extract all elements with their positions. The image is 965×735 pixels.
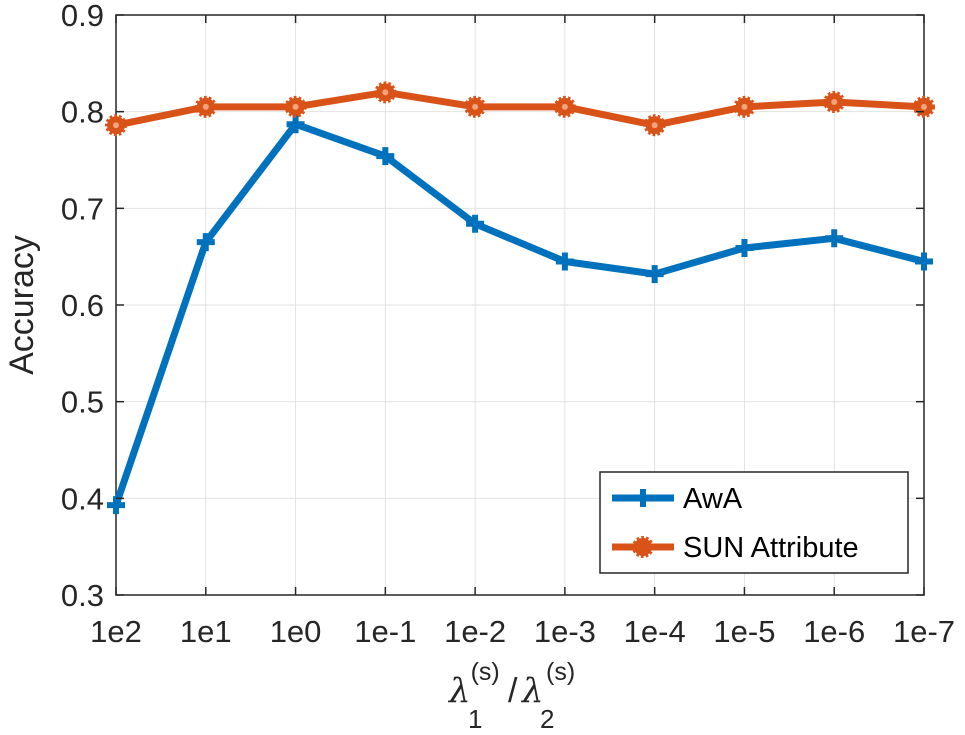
- y-tick-label: 0.3: [61, 578, 104, 613]
- series-line-awa: [112, 120, 925, 507]
- data-point-center-sun-attribute: [651, 122, 658, 129]
- data-point-awa: [915, 252, 933, 271]
- legend-marker-awa: [634, 489, 652, 507]
- data-point-awa: [376, 147, 395, 166]
- legend-box: [599, 471, 909, 574]
- x-tick-label: 1e-5: [713, 614, 775, 649]
- y-tick-label: 0.8: [61, 95, 104, 130]
- data-point-center-sun-attribute: [382, 89, 389, 96]
- series-line-sun-attribute: [115, 88, 925, 129]
- data-point-center-sun-attribute: [921, 103, 927, 110]
- x-title-sub-1: 1: [468, 704, 482, 734]
- data-point-awa: [286, 115, 305, 134]
- x-title-sub-2: 2: [540, 704, 554, 734]
- x-tick-label: 1e-6: [803, 614, 865, 649]
- x-tick-label: 1e-2: [444, 614, 506, 649]
- series-layer: [105, 81, 935, 515]
- x-title-slash: /: [508, 672, 518, 710]
- x-tick-label: 1e1: [180, 614, 232, 649]
- data-point-center-sun-attribute: [472, 103, 479, 110]
- data-point-awa: [735, 238, 754, 257]
- data-point-center-sun-attribute: [292, 103, 299, 110]
- data-point-center-sun-attribute: [741, 103, 748, 110]
- y-tick-label: 0.7: [61, 191, 104, 226]
- legend: AwA SUN Attribute: [599, 471, 909, 574]
- data-point-awa: [466, 214, 485, 233]
- x-tick-label: 1e-7: [893, 614, 955, 649]
- x-title-sup-2: (s): [546, 658, 575, 686]
- x-tick-label: 1e2: [90, 614, 142, 649]
- data-point-center-sun-attribute: [561, 103, 568, 110]
- data-point-awa: [555, 252, 574, 271]
- x-tick-label: 1e-4: [624, 614, 686, 649]
- legend-label-sun: SUN Attribute: [683, 532, 859, 564]
- legend-label-awa: AwA: [683, 483, 743, 515]
- y-tick-label: 0.6: [61, 288, 104, 323]
- x-title-lambda-2: λ: [520, 671, 544, 711]
- axis-ticks: 1e2 1e1 1e0 1e-1 1e-2 1e-3 1e-4 1e-5 1e-6 1e-7 0.3…: [61, 0, 955, 649]
- data-point-awa: [107, 496, 125, 515]
- data-point-center-sun-attribute: [113, 122, 119, 129]
- x-title-sup-1: (s): [471, 658, 500, 686]
- data-point-awa: [825, 229, 844, 248]
- x-tick-label: 1e-3: [534, 614, 596, 649]
- x-tick-label: 1e0: [270, 614, 322, 649]
- x-tick-label: 1e-1: [354, 614, 416, 649]
- grid: [116, 15, 924, 595]
- y-tick-label: 0.9: [61, 0, 104, 33]
- data-point-awa: [645, 265, 664, 284]
- data-point-center-sun-attribute: [831, 99, 838, 105]
- y-axis-title: Accuracy: [3, 235, 41, 375]
- y-tick-label: 0.4: [61, 481, 104, 516]
- data-point-awa: [196, 233, 215, 252]
- x-axis-title: λ(s) 1/λ(s) 2: [447, 658, 575, 734]
- data-point-center-sun-attribute: [202, 103, 209, 110]
- y-tick-label: 0.5: [61, 385, 104, 420]
- x-title-lambda-1: λ: [447, 671, 471, 711]
- legend-marker-sun: [632, 536, 654, 558]
